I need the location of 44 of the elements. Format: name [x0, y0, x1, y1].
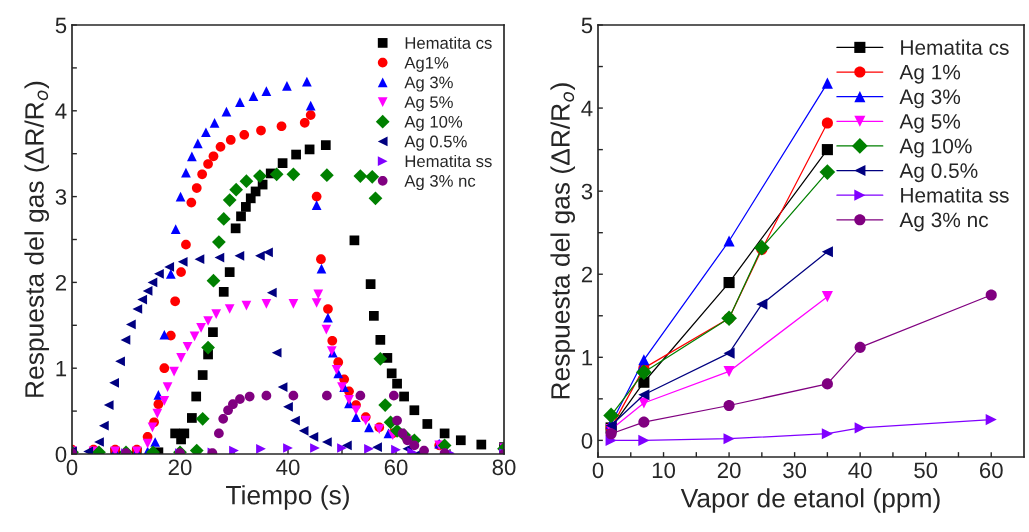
legend-label: Ag 1% [899, 64, 961, 84]
x-tick-label: 0 [592, 462, 604, 479]
legend-label: Hematita cs [901, 39, 1009, 55]
legend-label: Ag1% [404, 56, 449, 72]
y-tick-label: 2 [581, 266, 593, 283]
x-tick-label: 0 [66, 459, 78, 476]
x-tick-label: 20 [168, 459, 192, 476]
y-axis-title: Respuesta del gas (ΔR/R$_{o}$) [24, 81, 50, 397]
y-tick-label: 0 [581, 432, 593, 449]
x-tick-label: 80 [492, 459, 516, 476]
y-tick-label: 3 [581, 183, 593, 200]
legend-label: Hematita ss [901, 187, 1009, 203]
x-tick-label: 60 [980, 462, 1003, 479]
legend-label: Ag 10% [899, 138, 972, 158]
x-tick-label: 50 [914, 462, 938, 479]
legend-label: Ag 5% [899, 114, 961, 133]
y-tick-label: 4 [55, 103, 67, 119]
x-tick-label: 30 [783, 462, 807, 479]
x-tick-label: 10 [652, 462, 676, 479]
y-axis-title: Respuesta del gas (ΔR/R$_{o}$) [550, 83, 576, 399]
x-tick-label: 40 [848, 462, 872, 479]
y-tick-label: 1 [582, 350, 593, 366]
y-tick-label: 1 [56, 360, 67, 377]
x-tick-label: 20 [717, 462, 741, 479]
legend-label: Ag 0.5% [404, 135, 467, 151]
x-tick-label: 40 [276, 459, 300, 476]
y-tick-label: 3 [55, 189, 67, 205]
legend-label: Ag 3% nc [899, 212, 989, 232]
y-tick-label: 5 [55, 17, 67, 34]
legend-label: Hematita ss [405, 154, 492, 168]
legend-label: Ag 5% [404, 96, 453, 112]
legend-label: Hematita cs [405, 36, 492, 49]
legend-label: Ag 0.5% [899, 163, 978, 183]
legend-label: Ag 3% [404, 76, 453, 92]
y-tick-label: 5 [581, 17, 593, 34]
x-axis-title: Tiempo (s) [226, 485, 349, 510]
x-tick-label: 60 [384, 459, 408, 476]
x-axis-title: Vapor de etanol (ppm) [680, 488, 940, 513]
legend-label: Ag 3% nc [404, 175, 476, 191]
legend-label: Ag 10% [404, 115, 463, 132]
y-tick-label: 2 [55, 274, 67, 291]
y-tick-label: 4 [581, 100, 593, 117]
y-tick-label: 0 [55, 446, 67, 463]
legend-label: Ag 3% [899, 89, 961, 109]
